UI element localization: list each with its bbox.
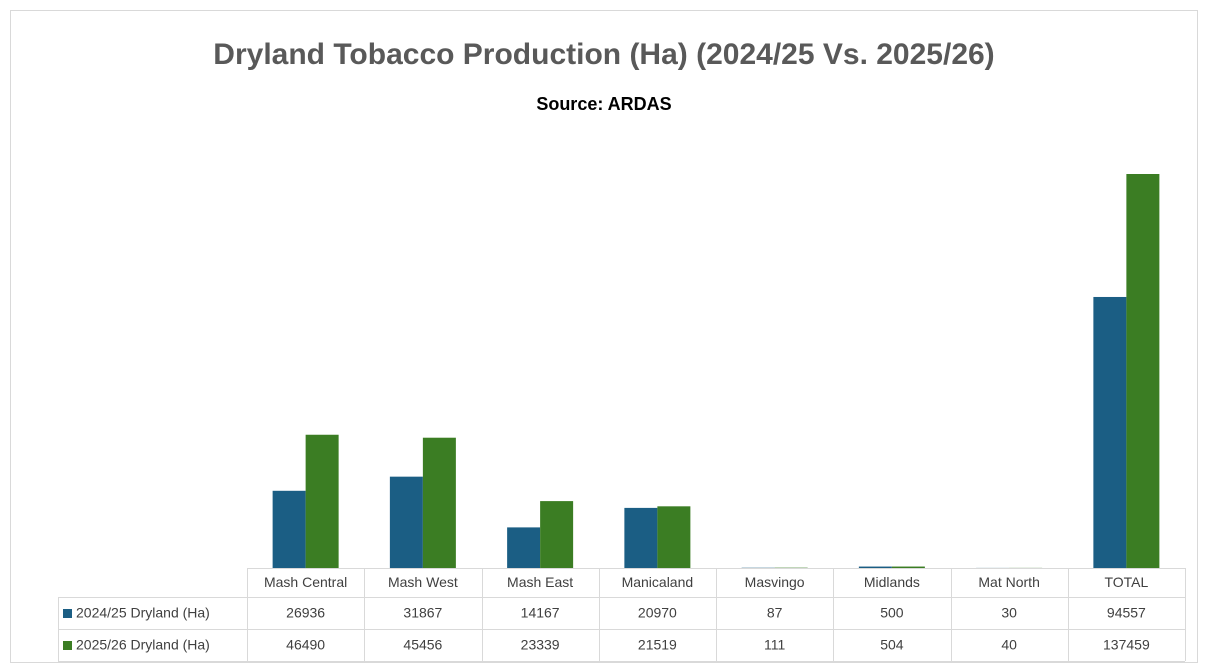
x-tick-label: Manicaland	[622, 574, 694, 590]
bar	[1093, 296, 1127, 568]
table-value: 94557	[1107, 605, 1146, 621]
table-value: 46490	[286, 637, 325, 653]
x-tick-label: TOTAL	[1104, 574, 1148, 590]
legend-label: 2024/25 Dryland (Ha)	[76, 605, 210, 621]
bar	[624, 507, 658, 568]
bar	[507, 527, 541, 568]
table-value: 30	[1001, 605, 1017, 621]
table-value: 45456	[403, 637, 442, 653]
bar	[272, 490, 306, 568]
table-value: 21519	[638, 637, 677, 653]
x-tick-label: Mash East	[507, 574, 573, 590]
table-value: 14167	[521, 605, 560, 621]
table-value: 87	[767, 605, 783, 621]
legend-label: 2025/26 Dryland (Ha)	[76, 637, 210, 653]
bar	[891, 566, 925, 568]
x-tick-label: Masvingo	[745, 574, 805, 590]
table-value: 137459	[1103, 637, 1150, 653]
table-value: 20970	[638, 605, 677, 621]
chart-border	[10, 10, 1198, 663]
bar	[305, 434, 339, 568]
x-tick-label: Mash Central	[264, 574, 347, 590]
bar	[422, 437, 456, 568]
chart-title: Dryland Tobacco Production (Ha) (2024/25…	[213, 38, 994, 71]
chart-subtitle: Source: ARDAS	[536, 94, 671, 114]
table-value: 504	[880, 637, 904, 653]
table-value: 500	[880, 605, 904, 621]
x-tick-label: Mash West	[388, 574, 458, 590]
bar	[389, 476, 423, 568]
bar	[657, 506, 691, 568]
legend-swatch	[63, 609, 72, 618]
table-value: 40	[1001, 637, 1017, 653]
bar	[540, 501, 574, 568]
bar	[858, 566, 892, 568]
table-value: 26936	[286, 605, 325, 621]
table-value: 111	[764, 637, 785, 653]
bar	[1126, 174, 1160, 568]
table-value: 23339	[521, 637, 560, 653]
x-tick-label: Mat North	[978, 574, 1039, 590]
table-value: 31867	[403, 605, 442, 621]
x-tick-label: Midlands	[864, 574, 920, 590]
legend-swatch	[63, 641, 72, 650]
